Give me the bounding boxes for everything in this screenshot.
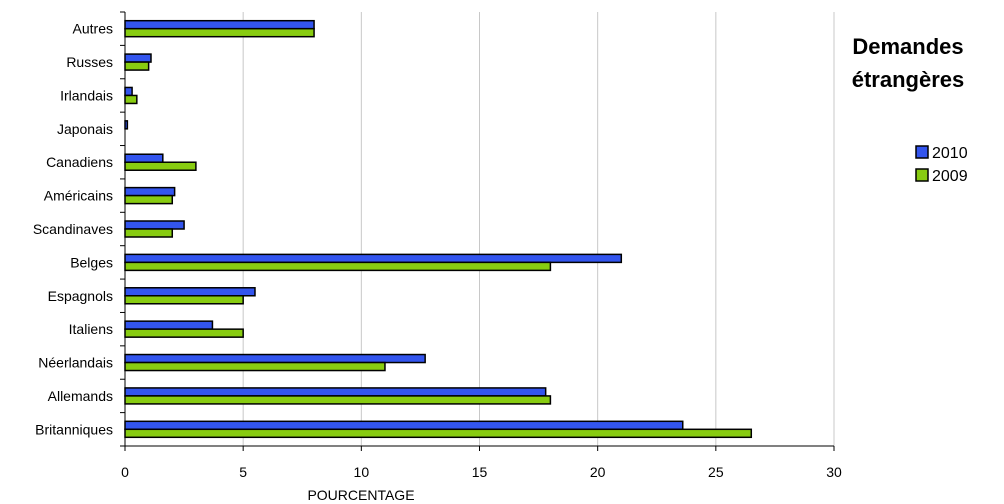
category-label-espagnols: Espagnols — [48, 288, 113, 304]
category-label-scandinaves: Scandinaves — [33, 221, 113, 237]
bar-2009-russes — [124, 61, 150, 71]
category-label-russes: Russes — [66, 54, 113, 70]
bar-2009-espagnols — [124, 295, 244, 305]
category-label-canadiens: Canadiens — [46, 154, 113, 170]
category-label-néerlandais: Néerlandais — [38, 355, 113, 371]
bar-2009-américains — [124, 194, 174, 205]
bar-2009-canadiens — [124, 161, 197, 171]
bar-2010-américains — [124, 186, 176, 197]
bar-2009-belges — [124, 261, 552, 272]
x-tick-label-0: 0 — [121, 464, 129, 480]
legend-label-2010: 2010 — [932, 145, 968, 162]
bar-2010-russes — [124, 53, 152, 63]
category-label-autres: Autres — [73, 21, 113, 37]
bar-2009-irlandais — [124, 94, 138, 105]
bar-2009-scandinaves — [124, 228, 174, 238]
legend-swatch-2010 — [915, 145, 929, 159]
legend: Demandes étrangères 2010 2009 — [852, 34, 968, 185]
bar-2010-italiens — [124, 320, 214, 330]
category-labels: Autres Russes Irlandais Japonais Canadiens Am… — [33, 21, 113, 438]
category-label-belges: Belges — [70, 254, 113, 270]
category-label-italiens: Italiens — [69, 321, 113, 337]
bars — [124, 19, 753, 439]
category-label-allemands: Allemands — [48, 388, 113, 404]
bar-2009-néerlandais — [124, 361, 386, 372]
x-tick-label-20: 20 — [590, 464, 606, 480]
bar-2010-espagnols — [124, 287, 256, 297]
bar-2009-autres — [124, 27, 315, 38]
x-tick-label-30: 30 — [826, 464, 842, 480]
bar-2010-allemands — [124, 387, 547, 397]
x-tick-label-15: 15 — [472, 464, 488, 480]
x-tick-label-10: 10 — [354, 464, 370, 480]
category-label-américains: Américains — [44, 188, 113, 204]
bar-2009-allemands — [124, 395, 552, 405]
bar-2010-irlandais — [124, 86, 133, 97]
bar-2010-belges — [124, 253, 623, 264]
bar-2009-italiens — [124, 328, 244, 338]
category-label-japonais: Japonais — [57, 121, 113, 137]
legend-label-2009: 2009 — [932, 168, 968, 185]
bar-2010-autres — [124, 19, 315, 30]
bar-2010-canadiens — [124, 153, 164, 163]
legend-title-line-1: Demandes — [852, 34, 963, 59]
category-label-irlandais: Irlandais — [60, 87, 113, 103]
legend-title-line-2: étrangères — [852, 67, 965, 92]
x-tick-label-25: 25 — [708, 464, 724, 480]
bar-2010-néerlandais — [124, 353, 426, 364]
category-label-britanniques: Britanniques — [35, 421, 113, 437]
bar-2009-britanniques — [124, 428, 753, 439]
bar-2010-scandinaves — [124, 220, 185, 230]
legend-swatch-2009 — [915, 168, 929, 182]
x-axis-title: POURCENTAGE — [307, 487, 414, 503]
bar-2010-britanniques — [124, 420, 684, 431]
axes — [120, 11, 835, 451]
gridlines — [242, 12, 835, 446]
x-tick-label-5: 5 — [239, 464, 247, 480]
tick-labels: 0 5 10 15 20 25 30 — [121, 464, 842, 480]
